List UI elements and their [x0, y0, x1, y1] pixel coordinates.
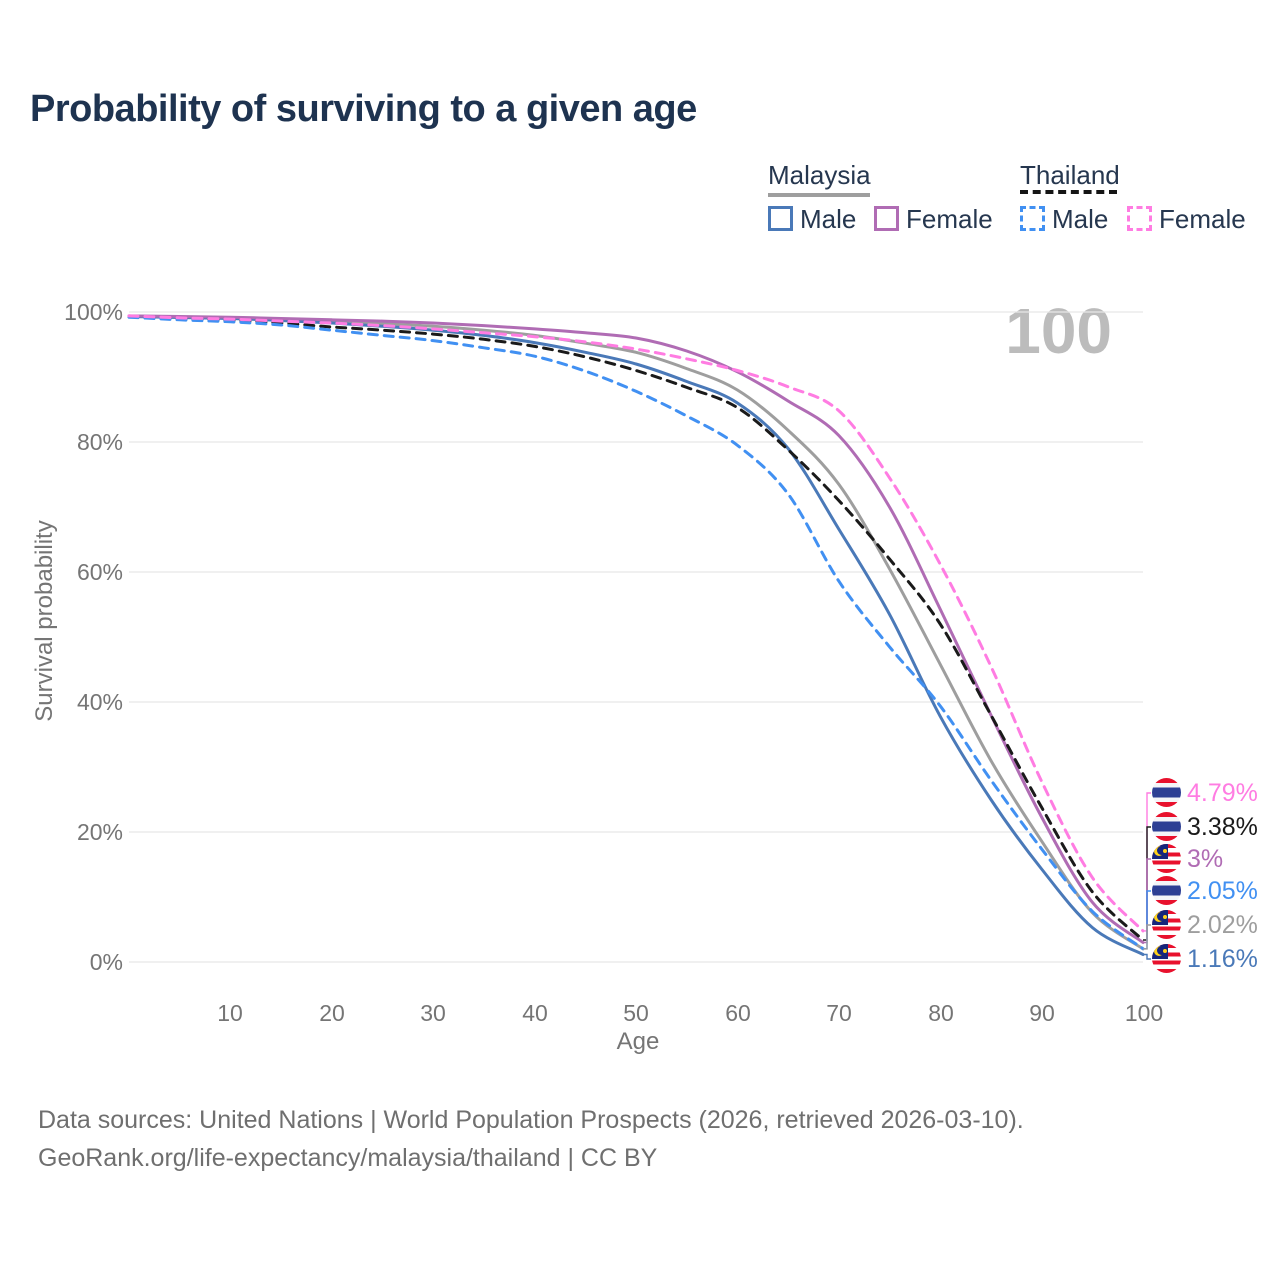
x-axis-tick-60: 60: [725, 1000, 751, 1026]
legend-checkbox-malaysia-male[interactable]: [768, 206, 793, 231]
x-axis-tick-50: 50: [623, 1000, 649, 1026]
y-axis-tick-0: 0%: [89, 949, 123, 975]
thailand-flag-icon: [1152, 876, 1181, 905]
legend-checkbox-thailand-male[interactable]: [1020, 206, 1045, 231]
legend-checkbox-thailand-female[interactable]: [1127, 206, 1152, 231]
thailand-flag-icon: [1152, 778, 1181, 807]
legend-group-thailand: Thailand: [1020, 160, 1120, 190]
y-axis-tick-20: 20%: [76, 819, 123, 845]
series-line-my_female: [127, 314, 1145, 944]
end-label-value: 4.79%: [1187, 779, 1258, 807]
series-line-th_female: [127, 314, 1145, 933]
malaysia-flag-icon: [1152, 944, 1181, 973]
legend-label-thailand-female[interactable]: Female: [1159, 204, 1246, 234]
series-line-my_total: [127, 314, 1145, 951]
attribution-line: GeoRank.org/life-expectancy/malaysia/tha…: [38, 1144, 658, 1172]
y-axis-tick-40: 40%: [76, 689, 123, 715]
x-axis-tick-70: 70: [826, 1000, 852, 1026]
x-axis-title: Age: [616, 1028, 660, 1055]
malaysia-solid-line-swatch: [768, 193, 870, 197]
data-sources-line: Data sources: United Nations | World Pop…: [38, 1106, 1024, 1134]
x-axis-tick-100: 100: [1124, 1000, 1164, 1026]
age-watermark: 100: [1005, 295, 1112, 367]
legend-group-malaysia: Malaysia: [768, 160, 871, 190]
legend-label-malaysia-female[interactable]: Female: [906, 204, 993, 234]
legend-label-malaysia-male[interactable]: Male: [800, 204, 857, 234]
series-line-th_male: [127, 315, 1145, 951]
leader-line-my_male: [1143, 953, 1151, 960]
x-axis-tick-10: 10: [217, 1000, 243, 1026]
legend-checkbox-malaysia-female[interactable]: [874, 206, 899, 231]
y-axis-tick-80: 80%: [76, 429, 123, 455]
end-label-value: 3%: [1187, 845, 1224, 873]
thailand-dashed-line-swatch: [1020, 190, 1117, 194]
series-line-th_total: [127, 315, 1145, 942]
end-label-value: 3.38%: [1187, 813, 1258, 841]
legend-label-thailand-male[interactable]: Male: [1052, 204, 1109, 234]
end-label-value: 2.05%: [1187, 877, 1258, 905]
thailand-flag-icon: [1152, 812, 1181, 841]
page-title: Probability of surviving to a given age: [30, 88, 697, 130]
x-axis-tick-80: 80: [928, 1000, 954, 1026]
x-axis-tick-90: 90: [1029, 1000, 1055, 1026]
y-axis-tick-100: 100%: [64, 299, 123, 325]
leader-line-my_total: [1143, 924, 1151, 950]
malaysia-flag-icon: [1152, 844, 1181, 873]
end-label-value: 1.16%: [1187, 945, 1258, 973]
x-axis-tick-30: 30: [420, 1000, 446, 1026]
series-line-my_male: [127, 315, 1145, 956]
y-axis-title: Survival probability: [31, 520, 58, 722]
malaysia-flag-icon: [1152, 910, 1181, 939]
x-axis-tick-40: 40: [522, 1000, 548, 1026]
y-axis-tick-60: 60%: [76, 559, 123, 585]
x-axis-tick-20: 20: [319, 1000, 345, 1026]
end-label-value: 2.02%: [1187, 911, 1258, 939]
